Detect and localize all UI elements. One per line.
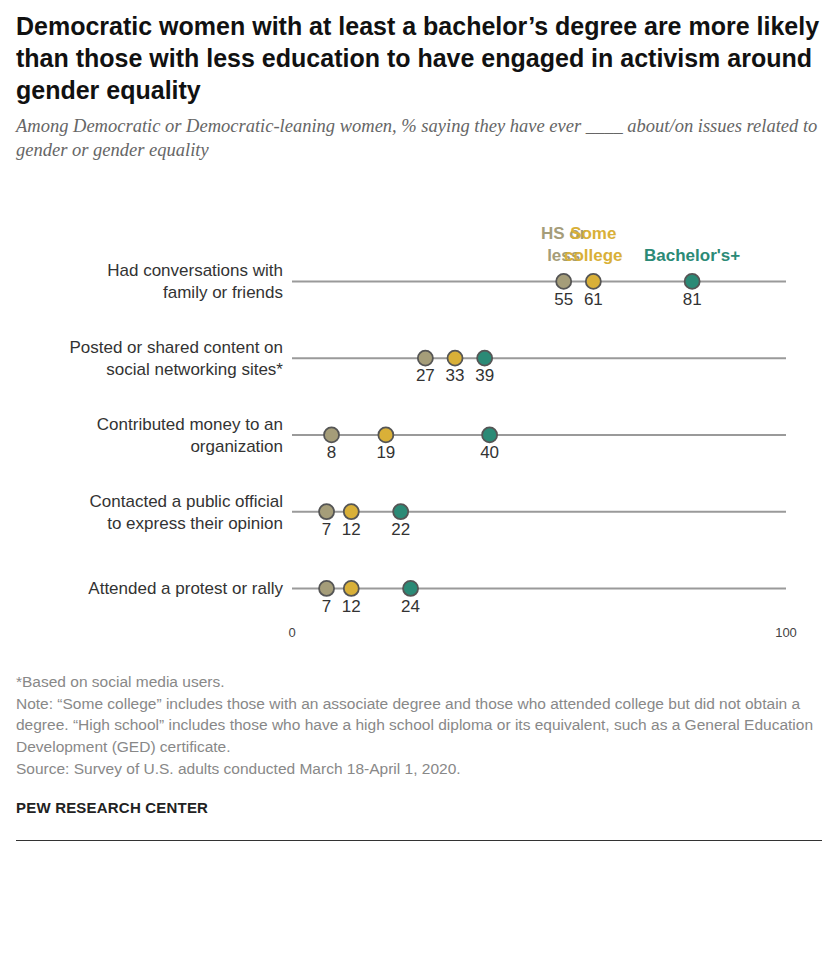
html-text:PEW RESEARCH CENTER: PEW RESEARCH CENTER bbox=[16, 799, 209, 817]
svg-text:7: 7 bbox=[322, 520, 331, 539]
svg-text:12: 12 bbox=[342, 520, 361, 539]
svg-text:HS orless: HS orless bbox=[541, 224, 587, 265]
svg-text:Contributed money to anorganiz: Contributed money to anorganization bbox=[97, 415, 283, 456]
svg-text:81: 81 bbox=[683, 289, 702, 308]
svg-text:19: 19 bbox=[376, 443, 395, 462]
html-text:*Based on social media users.: *Based on social media users. bbox=[16, 672, 225, 690]
svg-text:Had conversations withfamily o: Had conversations withfamily or friends bbox=[107, 261, 283, 302]
svg-text:8: 8 bbox=[327, 443, 336, 462]
svg-text:12: 12 bbox=[342, 596, 361, 615]
svg-text:40: 40 bbox=[480, 443, 499, 462]
svg-text:27: 27 bbox=[416, 366, 435, 385]
svg-text:24: 24 bbox=[401, 596, 420, 615]
html-text:Source: Survey of U.S. adults: Source: Survey of U.S. adults conducted … bbox=[16, 759, 461, 777]
svg-text:33: 33 bbox=[446, 366, 465, 385]
svg-text:0: 0 bbox=[288, 625, 295, 640]
svg-text:39: 39 bbox=[475, 366, 494, 385]
html-text:Among Democratic or Democratic: Among Democratic or Democratic-leaning w… bbox=[16, 116, 818, 161]
html-text:Note: “Some college” includes: Note: “Some college” includes those with… bbox=[16, 694, 813, 755]
svg-text:Contacted a public officialto: Contacted a public officialto express th… bbox=[90, 491, 283, 532]
svg-text:100: 100 bbox=[775, 625, 797, 640]
svg-text:Somecollege: Somecollege bbox=[564, 224, 623, 265]
svg-text:Bachelor's+: Bachelor's+ bbox=[644, 246, 740, 265]
svg-text:7: 7 bbox=[322, 596, 331, 615]
svg-text:55: 55 bbox=[554, 289, 573, 308]
html-text:Democratic women with at least: Democratic women with at least a bachelo… bbox=[16, 12, 820, 104]
svg-text:22: 22 bbox=[391, 520, 410, 539]
svg-text:Posted or shared content onsoc: Posted or shared content onsocial networ… bbox=[69, 338, 283, 379]
svg-text:Attended a protest or rally: Attended a protest or rally bbox=[88, 579, 283, 598]
svg-text:61: 61 bbox=[584, 289, 603, 308]
